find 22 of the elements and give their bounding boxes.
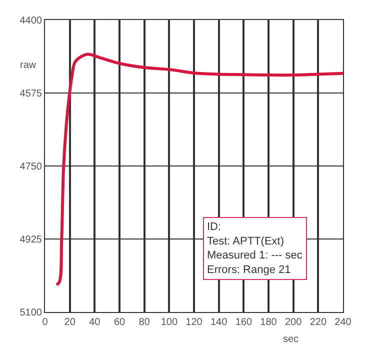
y-tick-label: 4400	[20, 16, 42, 26]
x-tick-label: 180	[260, 317, 278, 328]
x-tick-label: 40	[89, 317, 101, 328]
y-tick-label: 4750	[20, 162, 42, 172]
y-axis-title: raw	[20, 60, 37, 71]
x-tick-label: 100	[160, 317, 178, 328]
y-tick-label: 5100	[20, 308, 42, 318]
x-tick-label: 60	[114, 317, 126, 328]
annotation: ID: Test: APTT(Ext) Measured 1: --- sec Errors: Range 21	[207, 221, 303, 276]
x-tick-label: 160	[235, 317, 252, 328]
x-tick-label: 120	[186, 317, 203, 328]
x-tick-label: 140	[210, 317, 228, 328]
x-tick-label: 80	[138, 317, 150, 328]
x-tick-label: 20	[64, 317, 76, 328]
y-tick-label: 4925	[20, 234, 42, 246]
x-tick-label: 0	[42, 317, 48, 328]
line-series	[55, 52, 343, 286]
x-tick-label: 200	[284, 317, 302, 328]
y-tick-label: 4575	[20, 88, 42, 100]
x-axis-title: sec	[283, 334, 299, 345]
x-tick-label: 220	[310, 317, 327, 328]
x-tick-label: 240	[334, 317, 352, 328]
